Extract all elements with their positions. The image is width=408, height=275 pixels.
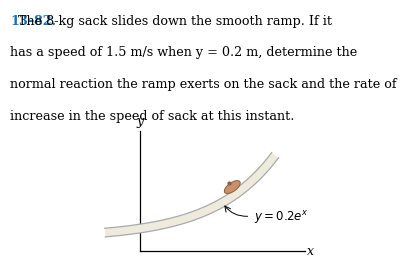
Ellipse shape <box>224 181 240 194</box>
Text: has a speed of 1.5 m/s when y = 0.2 m, determine the: has a speed of 1.5 m/s when y = 0.2 m, d… <box>10 46 357 59</box>
Text: 13–82.: 13–82. <box>10 15 56 28</box>
Text: $y = 0.2e^x$: $y = 0.2e^x$ <box>253 209 308 226</box>
Text: normal reaction the ramp exerts on the sack and the rate of: normal reaction the ramp exerts on the s… <box>10 78 397 91</box>
Text: The 8-kg sack slides down the smooth ramp. If it: The 8-kg sack slides down the smooth ram… <box>10 15 332 28</box>
Text: y: y <box>137 115 144 128</box>
Text: x: x <box>307 245 314 258</box>
Text: increase in the speed of sack at this instant.: increase in the speed of sack at this in… <box>10 110 295 123</box>
Polygon shape <box>104 153 279 237</box>
